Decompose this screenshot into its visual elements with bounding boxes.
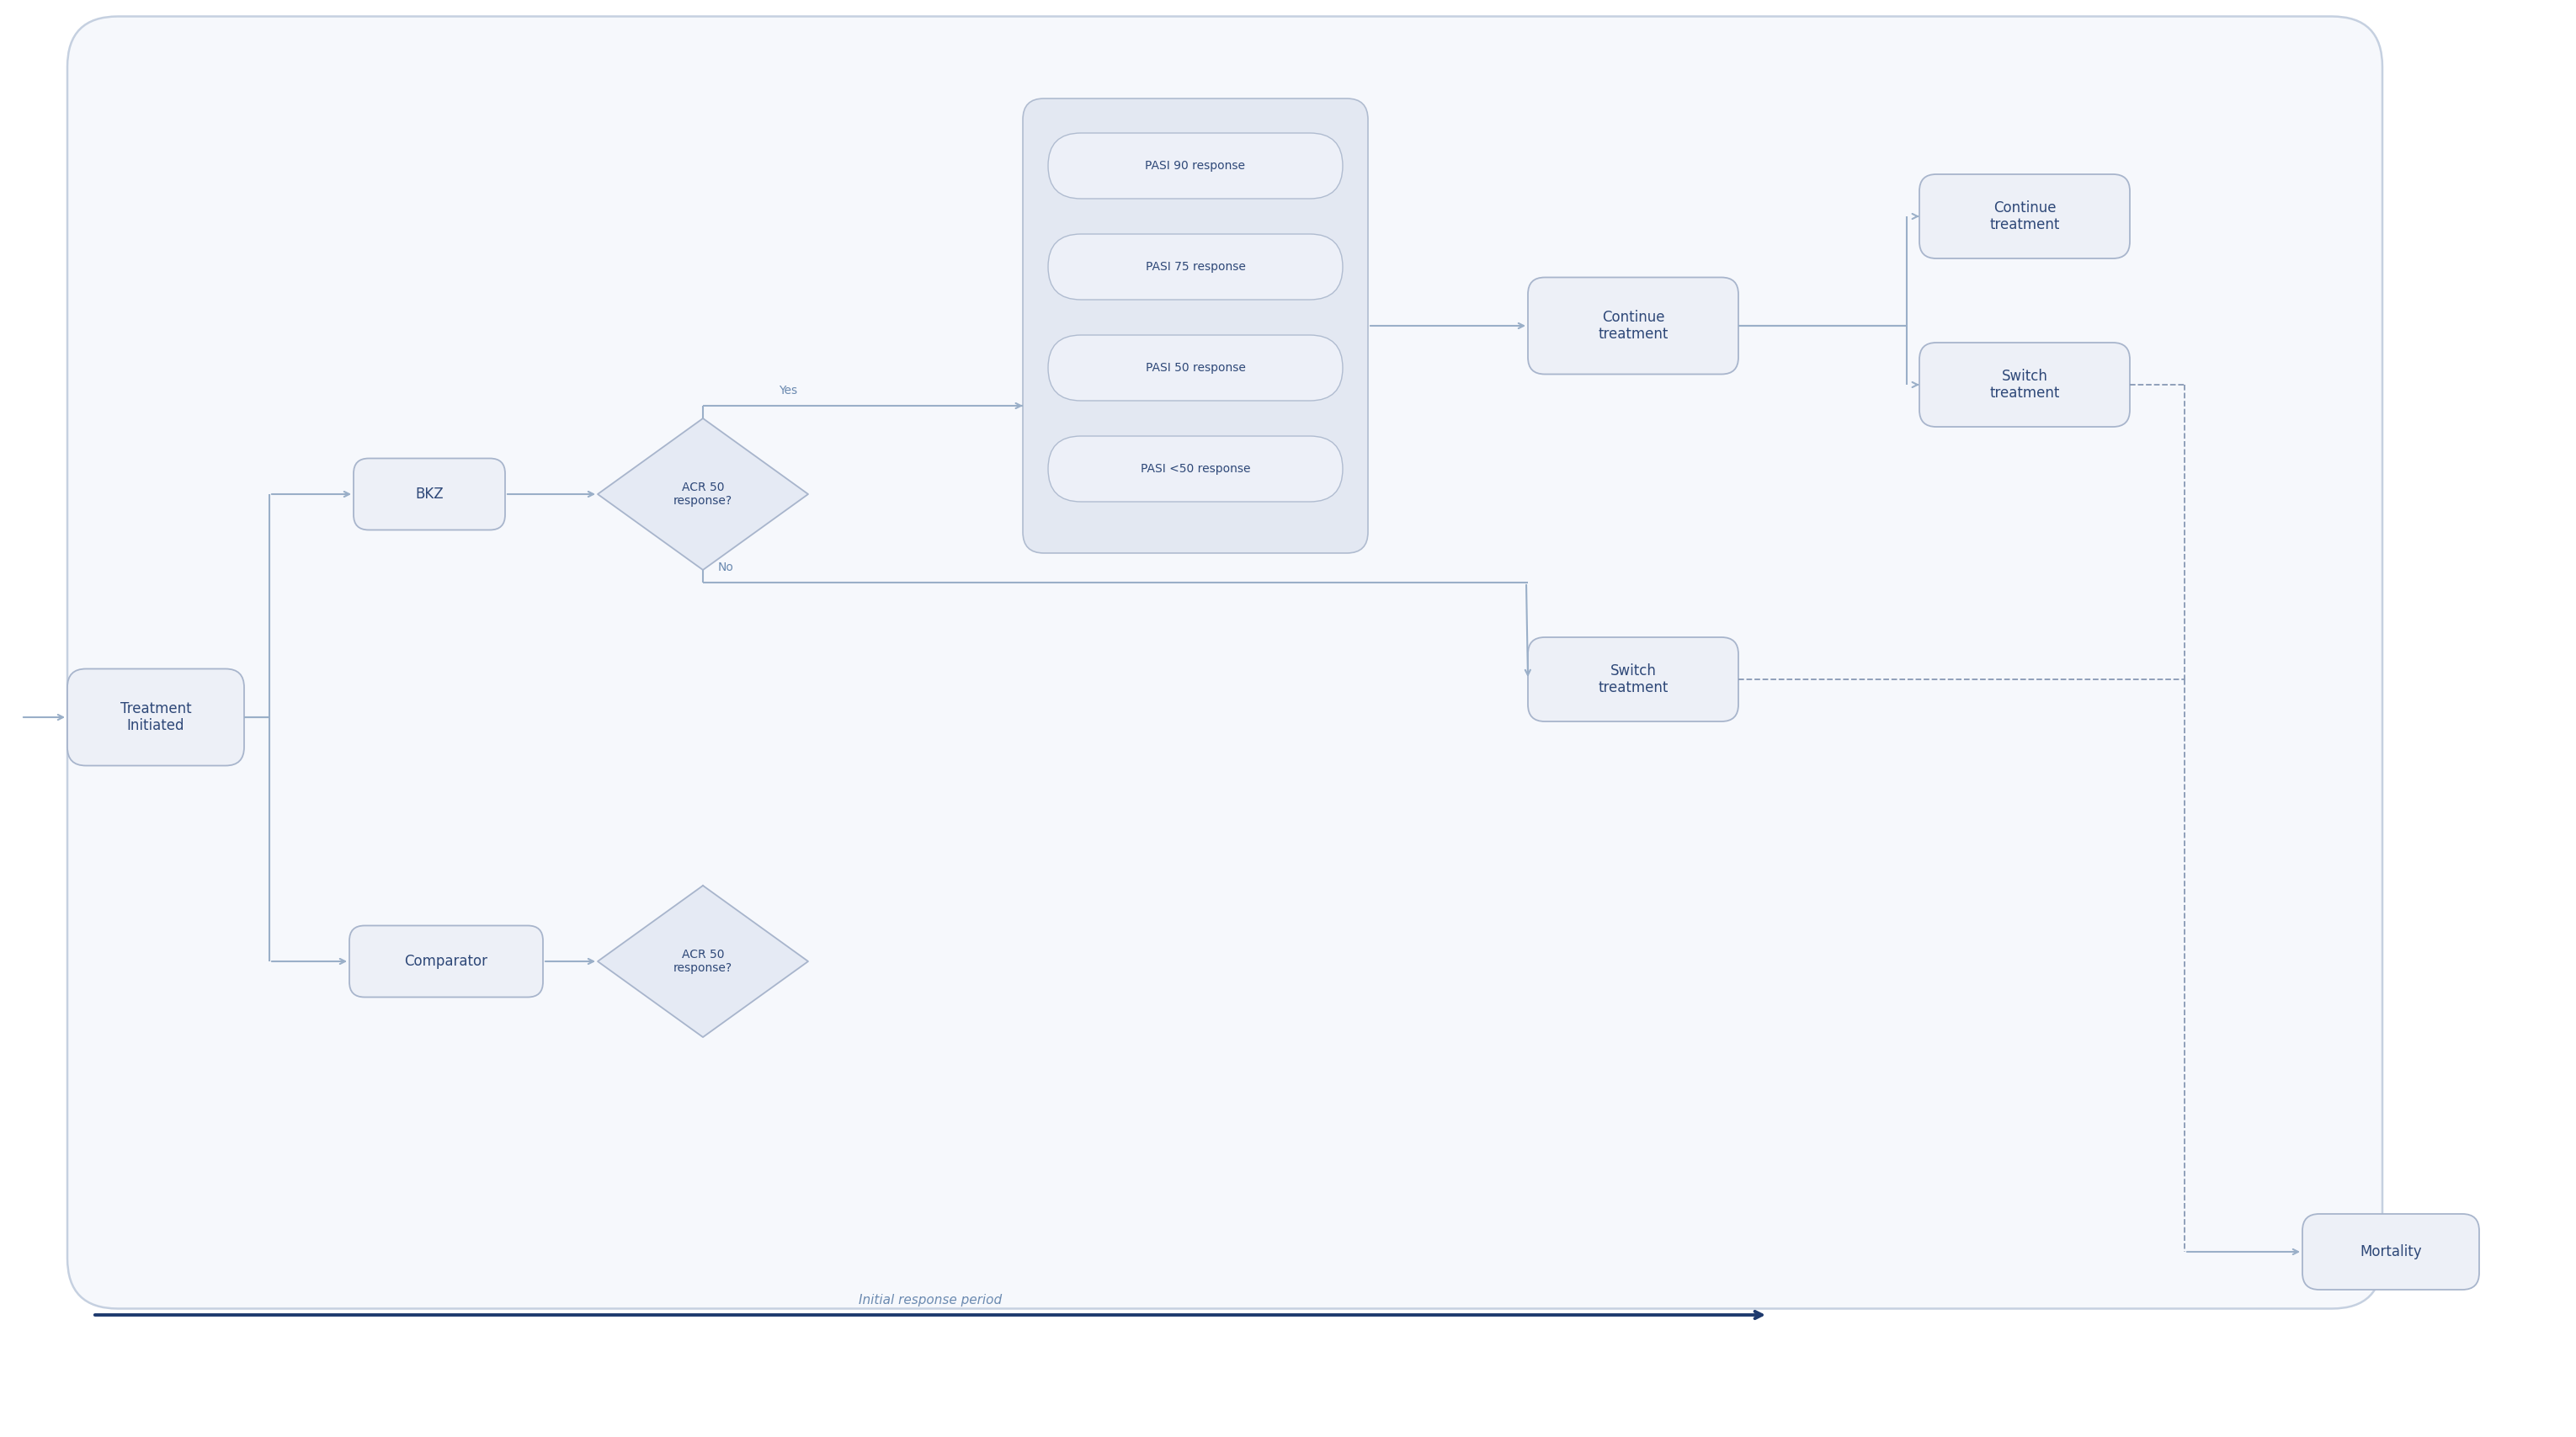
FancyBboxPatch shape [1919,174,2130,259]
Polygon shape [598,418,809,570]
Text: Initial response period: Initial response period [858,1293,1002,1306]
FancyBboxPatch shape [1048,234,1342,300]
Text: ACR 50
response?: ACR 50 response? [672,481,732,507]
FancyBboxPatch shape [67,16,2383,1309]
FancyBboxPatch shape [353,458,505,530]
FancyBboxPatch shape [350,925,544,997]
FancyBboxPatch shape [1919,342,2130,427]
Text: Continue
treatment: Continue treatment [1989,200,2061,233]
Text: BKZ: BKZ [415,487,443,502]
Text: PASI <50 response: PASI <50 response [1141,463,1249,474]
FancyBboxPatch shape [2303,1214,2478,1289]
Text: Continue
treatment: Continue treatment [1597,309,1669,342]
FancyBboxPatch shape [1528,277,1739,374]
Text: PASI 50 response: PASI 50 response [1146,362,1244,374]
Text: No: No [719,562,734,573]
Text: PASI 75 response: PASI 75 response [1146,262,1244,273]
Text: PASI 90 response: PASI 90 response [1146,160,1244,172]
FancyBboxPatch shape [1528,637,1739,721]
FancyBboxPatch shape [67,668,245,766]
Polygon shape [598,885,809,1038]
FancyBboxPatch shape [1023,99,1368,553]
Text: ACR 50
response?: ACR 50 response? [672,948,732,974]
Text: Mortality: Mortality [2360,1244,2421,1259]
Text: Switch
treatment: Switch treatment [1597,662,1669,696]
Text: Comparator: Comparator [404,954,487,969]
FancyBboxPatch shape [1048,134,1342,198]
Text: Yes: Yes [778,385,799,397]
FancyBboxPatch shape [1048,335,1342,401]
Text: Treatment
Initiated: Treatment Initiated [121,701,191,733]
Text: Switch
treatment: Switch treatment [1989,368,2061,401]
FancyBboxPatch shape [1048,435,1342,502]
